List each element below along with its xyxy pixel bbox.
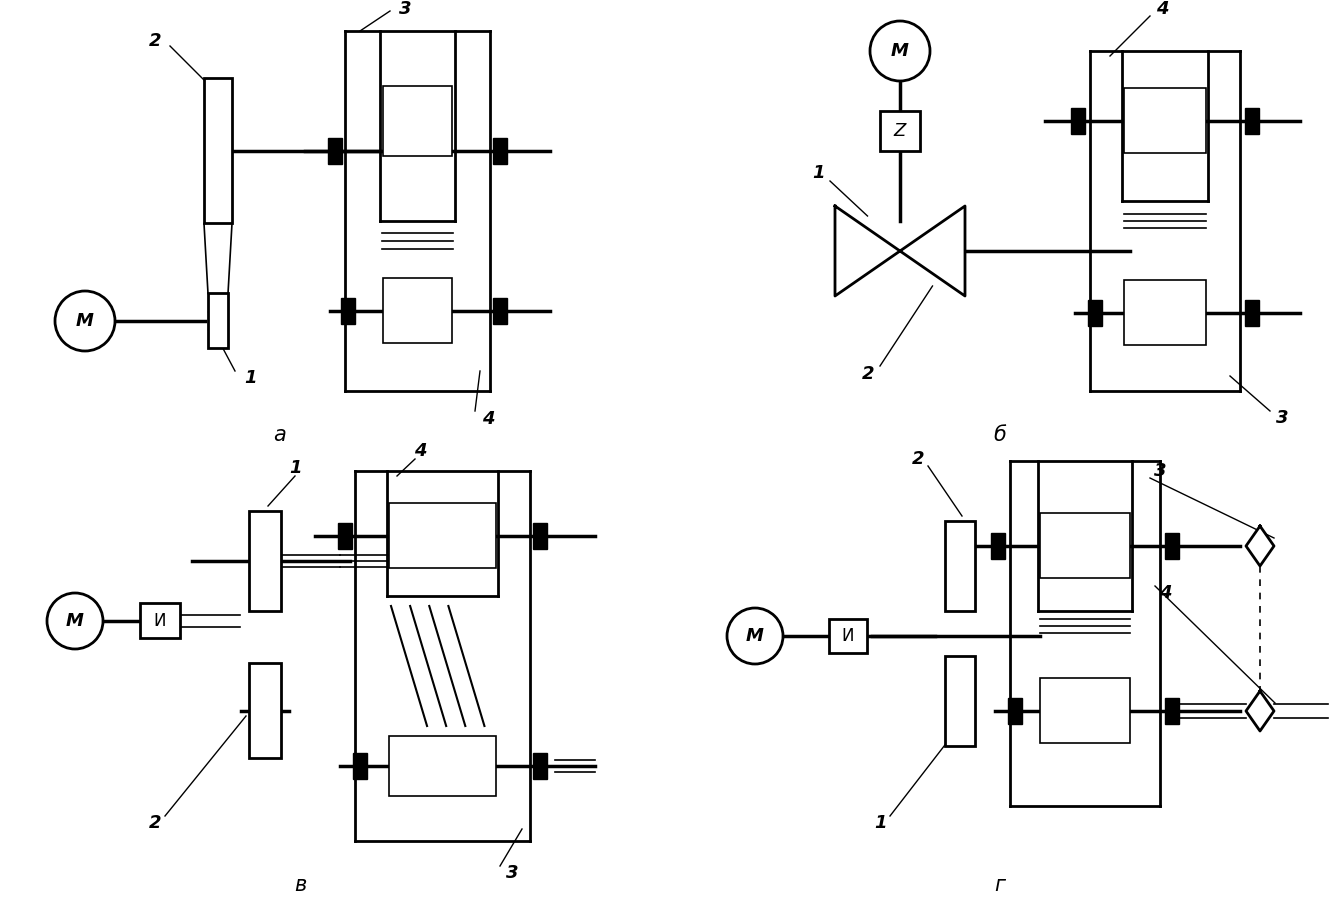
Bar [880, 111, 920, 151]
Text: M: M [891, 42, 908, 60]
Text: 3: 3 [1275, 409, 1289, 427]
Bar [1008, 698, 1021, 724]
Bar [383, 86, 452, 156]
Polygon shape [900, 206, 966, 296]
Bar [493, 138, 507, 164]
Bar [493, 298, 507, 324]
Text: 1: 1 [289, 459, 302, 477]
Text: в: в [294, 875, 306, 895]
Text: г: г [995, 875, 1005, 895]
Bar [1124, 88, 1206, 154]
Text: 2: 2 [149, 32, 161, 50]
Text: 2: 2 [912, 450, 924, 468]
Text: 1: 1 [811, 164, 825, 182]
Text: 3: 3 [505, 864, 519, 882]
Circle shape [870, 21, 930, 81]
Polygon shape [835, 206, 900, 296]
Polygon shape [1246, 526, 1274, 566]
Text: а: а [274, 425, 286, 445]
Circle shape [55, 291, 114, 351]
Bar [203, 78, 231, 224]
Bar [1245, 300, 1260, 326]
Bar [338, 523, 352, 549]
Polygon shape [1246, 691, 1274, 731]
Bar [1040, 679, 1130, 743]
Circle shape [728, 608, 783, 664]
Bar [207, 294, 227, 348]
Bar [388, 736, 496, 796]
Bar [533, 523, 547, 549]
Bar [388, 504, 496, 568]
Bar [991, 533, 1005, 559]
Bar [1088, 300, 1103, 326]
Bar [1040, 514, 1130, 578]
Text: 3: 3 [399, 0, 411, 18]
Text: M: M [66, 612, 84, 630]
Bar [249, 511, 281, 611]
Bar [1245, 108, 1260, 134]
Bar [1124, 281, 1206, 345]
Text: 1: 1 [243, 369, 257, 387]
Bar [340, 298, 355, 324]
Text: 4: 4 [1158, 584, 1172, 602]
Text: 2: 2 [149, 814, 161, 832]
Bar [1071, 108, 1085, 134]
Text: И: И [154, 612, 166, 630]
Bar [533, 753, 547, 779]
Bar [383, 278, 452, 344]
Text: 1: 1 [874, 814, 886, 832]
Bar [829, 619, 867, 653]
Text: 3: 3 [1153, 462, 1166, 480]
Bar [249, 663, 281, 759]
Text: M: M [746, 627, 763, 645]
Bar [1165, 698, 1178, 724]
Bar [1165, 533, 1178, 559]
Bar [329, 138, 342, 164]
Text: 4: 4 [414, 442, 426, 460]
Text: Z: Z [894, 122, 906, 140]
Bar [946, 521, 975, 611]
Text: 2: 2 [862, 365, 874, 383]
Text: 4: 4 [1156, 0, 1168, 18]
Text: И: И [842, 627, 854, 645]
Text: 4: 4 [481, 410, 495, 428]
Circle shape [47, 593, 102, 649]
Bar [140, 603, 180, 638]
Text: M: M [76, 312, 94, 330]
Text: б: б [994, 425, 1007, 445]
Bar [946, 656, 975, 746]
Bar [352, 753, 367, 779]
